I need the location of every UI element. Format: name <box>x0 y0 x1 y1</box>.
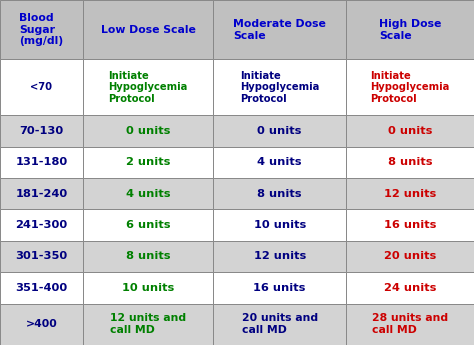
FancyBboxPatch shape <box>213 209 346 241</box>
Text: 28 units and
call MD: 28 units and call MD <box>372 314 448 335</box>
FancyBboxPatch shape <box>0 304 83 345</box>
FancyBboxPatch shape <box>346 115 474 147</box>
FancyBboxPatch shape <box>0 241 83 272</box>
Text: 10 units: 10 units <box>122 283 174 293</box>
Text: 12 units: 12 units <box>384 189 436 199</box>
FancyBboxPatch shape <box>83 209 213 241</box>
Text: High Dose
Scale: High Dose Scale <box>379 19 441 41</box>
Text: 70-130: 70-130 <box>19 126 64 136</box>
FancyBboxPatch shape <box>346 304 474 345</box>
Text: Blood
Sugar
(mg/dl): Blood Sugar (mg/dl) <box>19 13 64 46</box>
FancyBboxPatch shape <box>346 0 474 59</box>
Text: 20 units and
call MD: 20 units and call MD <box>242 314 318 335</box>
FancyBboxPatch shape <box>0 178 83 209</box>
Text: 301-350: 301-350 <box>15 252 68 262</box>
FancyBboxPatch shape <box>83 272 213 304</box>
FancyBboxPatch shape <box>213 272 346 304</box>
FancyBboxPatch shape <box>346 241 474 272</box>
FancyBboxPatch shape <box>0 59 83 115</box>
Text: 12 units and
call MD: 12 units and call MD <box>110 314 186 335</box>
FancyBboxPatch shape <box>0 272 83 304</box>
Text: Initiate
Hypoglycemia
Protocol: Initiate Hypoglycemia Protocol <box>240 71 319 104</box>
FancyBboxPatch shape <box>83 59 213 115</box>
Text: 4 units: 4 units <box>126 189 170 199</box>
FancyBboxPatch shape <box>213 304 346 345</box>
Text: 351-400: 351-400 <box>15 283 68 293</box>
FancyBboxPatch shape <box>83 147 213 178</box>
FancyBboxPatch shape <box>83 178 213 209</box>
Text: 4 units: 4 units <box>257 157 302 167</box>
Text: Moderate Dose
Scale: Moderate Dose Scale <box>233 19 326 41</box>
FancyBboxPatch shape <box>0 115 83 147</box>
Text: 20 units: 20 units <box>384 252 436 262</box>
Text: Initiate
Hypoglycemia
Protocol: Initiate Hypoglycemia Protocol <box>370 71 450 104</box>
FancyBboxPatch shape <box>83 0 213 59</box>
Text: 6 units: 6 units <box>126 220 170 230</box>
FancyBboxPatch shape <box>346 209 474 241</box>
Text: 8 units: 8 units <box>388 157 432 167</box>
Text: 2 units: 2 units <box>126 157 170 167</box>
Text: 24 units: 24 units <box>384 283 436 293</box>
Text: 0 units: 0 units <box>388 126 432 136</box>
Text: 0 units: 0 units <box>126 126 170 136</box>
FancyBboxPatch shape <box>213 241 346 272</box>
FancyBboxPatch shape <box>83 304 213 345</box>
Text: 181-240: 181-240 <box>15 189 68 199</box>
FancyBboxPatch shape <box>213 115 346 147</box>
FancyBboxPatch shape <box>346 147 474 178</box>
Text: 16 units: 16 units <box>254 283 306 293</box>
Text: >400: >400 <box>26 319 57 329</box>
Text: 12 units: 12 units <box>254 252 306 262</box>
FancyBboxPatch shape <box>0 0 83 59</box>
Text: 8 units: 8 units <box>126 252 170 262</box>
FancyBboxPatch shape <box>346 59 474 115</box>
FancyBboxPatch shape <box>213 147 346 178</box>
Text: 10 units: 10 units <box>254 220 306 230</box>
Text: 0 units: 0 units <box>257 126 302 136</box>
FancyBboxPatch shape <box>346 272 474 304</box>
Text: Initiate
Hypoglycemia
Protocol: Initiate Hypoglycemia Protocol <box>109 71 188 104</box>
Text: 241-300: 241-300 <box>15 220 68 230</box>
FancyBboxPatch shape <box>213 0 346 59</box>
FancyBboxPatch shape <box>83 115 213 147</box>
FancyBboxPatch shape <box>213 178 346 209</box>
FancyBboxPatch shape <box>83 241 213 272</box>
Text: 8 units: 8 units <box>257 189 302 199</box>
FancyBboxPatch shape <box>213 59 346 115</box>
Text: Low Dose Scale: Low Dose Scale <box>100 25 196 35</box>
Text: 131-180: 131-180 <box>15 157 68 167</box>
Text: <70: <70 <box>30 82 53 92</box>
FancyBboxPatch shape <box>346 178 474 209</box>
FancyBboxPatch shape <box>0 147 83 178</box>
FancyBboxPatch shape <box>0 209 83 241</box>
Text: 16 units: 16 units <box>384 220 436 230</box>
